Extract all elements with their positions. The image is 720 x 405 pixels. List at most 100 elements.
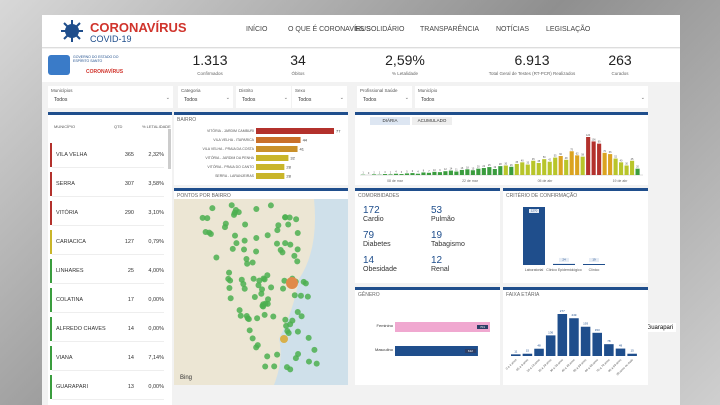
sea — [274, 199, 348, 385]
filter[interactable]: Profissional Saúde Todos ⌄ — [357, 86, 412, 108]
map-dot — [271, 363, 278, 370]
row-color — [50, 143, 52, 167]
filter[interactable]: Município Todos ⌄ — [415, 86, 648, 108]
bar — [432, 171, 437, 175]
bar-value: 66 — [609, 151, 612, 154]
map-dot — [291, 292, 298, 299]
bar-value: 19 — [592, 258, 596, 262]
bar — [564, 159, 569, 175]
bar — [553, 157, 558, 175]
row-color — [50, 375, 52, 399]
filter[interactable]: Sexo Todos ⌄ — [292, 86, 347, 108]
bar-value: 41 — [300, 147, 305, 152]
map-dot — [311, 346, 318, 353]
comorbidity-label: Tabagismo — [431, 241, 465, 248]
filter[interactable]: Categoria Todos ⌄ — [178, 86, 233, 108]
tab[interactable]: ACUMULADO — [412, 117, 452, 125]
filter-value: Todos — [54, 97, 68, 103]
dropdown-arrow: ⌄ — [404, 95, 409, 101]
filter-value: Todos — [298, 97, 312, 103]
municipio-table: MUNICÍPIO QTD % LETALIDADE VILA VELHA 365 2,3… — [48, 112, 172, 405]
x-tick-label: Laboratorial — [525, 268, 544, 272]
map-svg: Bing — [174, 199, 348, 385]
map-dot — [294, 328, 301, 335]
tab[interactable]: DIÁRIA — [370, 117, 410, 125]
bar-value: 42 — [548, 159, 551, 162]
map-dot — [245, 316, 252, 323]
bar-value: 20 — [636, 166, 639, 169]
nav-item[interactable]: NOTÍCIAS — [496, 26, 530, 33]
row-name: GUARAPARI — [56, 384, 88, 390]
map-dot — [237, 312, 244, 319]
kpi-label: Curados — [611, 71, 629, 76]
comorbidity-value: 19 — [431, 230, 443, 241]
bar — [591, 141, 596, 175]
bar-value: 0 — [368, 172, 370, 175]
bar — [421, 172, 426, 175]
map-dot — [267, 202, 274, 209]
kpi-label: Óbitos — [291, 71, 305, 76]
panel-title: GÊNERO — [358, 292, 380, 298]
nav-item[interactable]: ES SOLIDÁRIO — [355, 26, 405, 33]
column-header: QTD — [114, 124, 123, 129]
filter[interactable]: Municípios Todos ⌄ — [48, 86, 173, 108]
bar-value: 28 — [286, 174, 291, 179]
bar — [635, 168, 640, 175]
map-dot — [251, 293, 258, 300]
bar — [575, 155, 580, 175]
row-color — [50, 230, 52, 254]
bar — [534, 348, 544, 356]
x-tick-label: 19 de abr — [613, 179, 629, 183]
bar-value: 120 — [586, 134, 591, 137]
row-lethality: 0,79% — [148, 239, 164, 245]
map-dot — [265, 296, 272, 303]
map-dot — [283, 364, 290, 371]
bar-value: 62 — [576, 152, 579, 155]
filter-value: Todos — [421, 97, 435, 103]
comorbidity-value: 14 — [363, 255, 375, 266]
map-dot — [313, 360, 320, 367]
comorbidity-value: 79 — [363, 230, 375, 241]
column-header: % LETALIDADE — [142, 124, 171, 129]
nav-item[interactable]: O QUE É CORONAVÍRUS — [288, 26, 371, 33]
bar-value: 50 — [543, 156, 546, 159]
comorbidades: COMORBIDADES 172 Cardio 53 Pulmão 79 Diabetes 1… — [355, 188, 500, 283]
map-dot — [282, 214, 289, 221]
bar-value: 48 — [537, 344, 541, 348]
bar-value: 55 — [554, 155, 557, 158]
value-box — [589, 258, 599, 262]
bar-value: 153 — [595, 328, 600, 332]
map-dot — [273, 240, 280, 247]
bar-value: 106 — [592, 138, 597, 141]
value-box — [477, 325, 488, 329]
bar-value: 11 — [455, 169, 458, 172]
map-dot — [302, 280, 309, 287]
map-dot — [246, 327, 253, 334]
bar — [487, 167, 492, 175]
bar-value: 3 — [384, 171, 386, 174]
nav-item[interactable]: INÍCIO — [246, 26, 268, 33]
bar — [615, 348, 626, 356]
daily-chart: DIÁRIA ACUMULADO 1 0 2 1 3 2 4 3 5 6 4 8 7 10 9 12 14 11 16 1… — [355, 112, 648, 185]
filter-label: Categoria — [181, 88, 201, 93]
row-count: 14 — [127, 355, 134, 361]
bar-value: 22 — [482, 165, 485, 168]
map-dot-mid — [280, 335, 288, 343]
bar — [465, 169, 470, 175]
row-count: 14 — [127, 326, 134, 332]
kpi-label: % Letalidade — [391, 71, 419, 76]
dropdown-arrow: ⌄ — [165, 95, 170, 101]
nav-item[interactable]: TRANSPARÊNCIA — [420, 26, 479, 33]
map-dot — [305, 358, 312, 365]
filter[interactable]: Distrito Todos ⌄ — [236, 86, 291, 108]
criterio-svg: 1270 Laboratorial 24 Clínico Epidemiológico… — [523, 207, 605, 272]
bar-value: 44 — [303, 138, 308, 143]
nav-item[interactable]: LEGISLAÇÃO — [546, 26, 591, 33]
top-bar: CORONAVÍRUS COVID-19 — [42, 15, 680, 48]
map-dot — [202, 228, 209, 235]
bar-value: 20 — [477, 166, 480, 169]
bar-value: 70 — [603, 150, 606, 153]
bar-value: 136 — [548, 330, 553, 334]
bar-value: 16 — [460, 167, 463, 170]
bar — [557, 314, 568, 356]
